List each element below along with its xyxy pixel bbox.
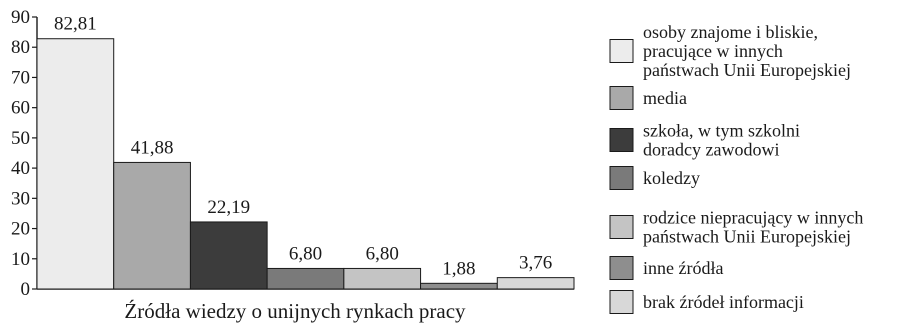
bar <box>420 282 498 290</box>
legend-swatch <box>609 290 634 314</box>
legend-label: państwach Unii Europejskiej <box>643 227 851 247</box>
legend-label: państwach Unii Europejskiej <box>643 60 851 80</box>
legend-swatch <box>609 166 634 190</box>
legend-label: brak źródeł informacji <box>643 292 804 312</box>
bar-value-label: 1,88 <box>442 258 475 279</box>
legend-label: media <box>643 88 687 108</box>
y-tick-label: 90 <box>11 7 30 28</box>
y-tick-label: 30 <box>11 188 30 209</box>
y-tick-label: 40 <box>11 158 30 179</box>
bars <box>36 38 575 290</box>
bar-value-label: 3,76 <box>519 253 552 274</box>
legend-label: inne źródła <box>643 258 723 278</box>
bar <box>496 277 575 290</box>
bar-value-label: 41,88 <box>131 137 174 158</box>
legend: osoby znajome i bliskie,pracujące w inny… <box>609 22 863 314</box>
bar <box>113 161 191 290</box>
legend-swatch <box>609 86 634 110</box>
y-tick-label: 20 <box>11 219 30 240</box>
legend-label: szkoła, w tym szkolni <box>643 121 800 141</box>
legend-swatch <box>609 215 634 239</box>
bar-value-label: 6,80 <box>289 243 322 264</box>
data-labels: 82,81 41,88 22,19 6,80 6,80 1,88 3,76 <box>54 14 552 280</box>
x-axis-title: Źródła wiedzy o unijnych rynkach pracy <box>124 299 466 323</box>
legend-swatch <box>609 256 634 280</box>
legend-label: osoby znajome i bliskie, <box>643 22 818 42</box>
y-tick-label: 80 <box>11 37 30 58</box>
legend-swatch <box>609 128 634 152</box>
y-tick-label: 10 <box>11 249 30 270</box>
legend-label: koledzy <box>643 168 700 188</box>
bar-value-label: 82,81 <box>54 14 97 35</box>
legend-label: doradcy zawodowi <box>643 140 779 160</box>
y-tick-label: 50 <box>11 128 30 149</box>
legend-swatch <box>609 39 634 63</box>
bar <box>189 221 268 290</box>
legend-label: rodzice niepracujący w innych <box>643 208 863 228</box>
legend-label: pracujące w innych <box>643 41 783 61</box>
y-tick-label: 70 <box>11 67 30 88</box>
axes: 0 10 20 30 40 50 60 70 80 90 <box>11 7 574 300</box>
bar <box>343 267 422 290</box>
y-tick-label: 60 <box>11 98 30 119</box>
bar <box>36 38 115 290</box>
y-tick-label: 0 <box>21 279 31 300</box>
bar <box>266 267 345 290</box>
bar-value-label: 22,19 <box>207 197 250 218</box>
bar-value-label: 6,80 <box>366 243 399 264</box>
